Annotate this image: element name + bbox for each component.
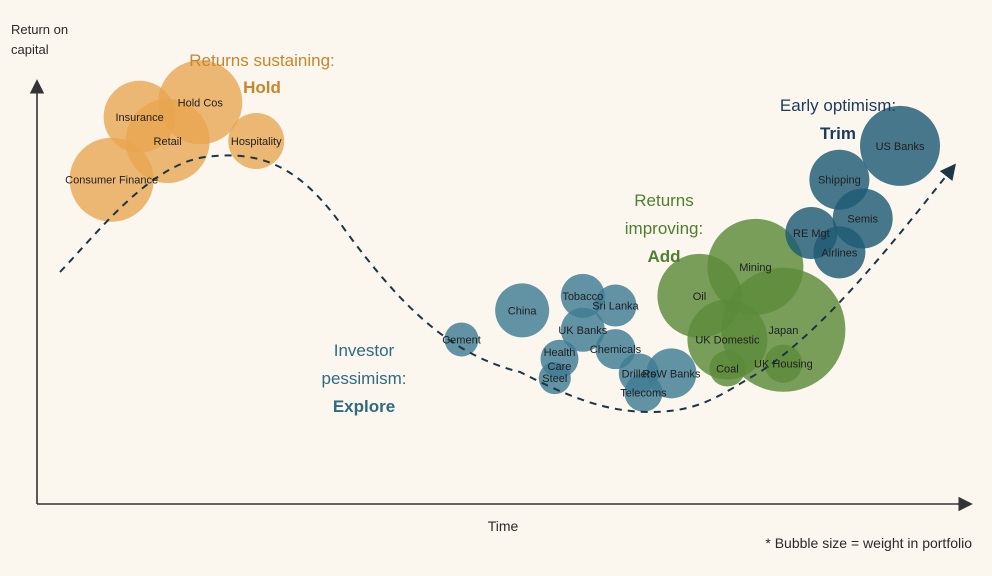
phase-add-line2: improving:	[625, 219, 703, 238]
bubble-airlines	[813, 226, 866, 279]
bubble-uk-banks	[560, 307, 605, 352]
bubble-label-consumer-finance: Consumer Finance	[65, 175, 158, 187]
bubble-uk-housing	[764, 344, 803, 383]
bubble-label-sri-lanka: Sri Lanka	[592, 301, 639, 313]
bubble-label-mining: Mining	[739, 262, 771, 274]
bubble-label-hold-cos: Hold Cos	[178, 97, 224, 109]
bubble-tobacco	[560, 273, 605, 318]
phase-hold-action: Hold	[243, 78, 281, 97]
phase-trim-action: Trim	[820, 124, 856, 143]
bubble-sri-lanka	[594, 284, 637, 327]
y-axis-label-line2: capital	[11, 42, 49, 57]
bubble-label-semis: Semis	[847, 213, 878, 225]
bubble-label-uk-banks: UK Banks	[558, 325, 607, 337]
bubble-japan	[721, 267, 846, 392]
bubble-label-hospitality: Hospitality	[231, 136, 282, 148]
bubbles	[69, 60, 941, 412]
bubble-label-insurance: Insurance	[115, 112, 163, 124]
bubble-label-oil: Oil	[693, 291, 706, 303]
bubble-label-retail: Retail	[154, 136, 182, 148]
bubble-label-japan: Japan	[768, 325, 798, 337]
bubble-label-tobacco: Tobacco	[562, 291, 603, 303]
bubble-label-row-banks: RoW Banks	[642, 368, 701, 380]
cycle-curve	[59, 154, 956, 414]
phase-explore-line1: Investor	[334, 341, 395, 360]
bubble-cement	[444, 322, 479, 357]
phase-add-line1: Returns	[634, 191, 694, 210]
bubble-label-coal: Coal	[716, 363, 739, 375]
bubble-label-uk-housing: UK Housing	[754, 359, 813, 371]
bubble-size-note: * Bubble size = weight in portfolio	[765, 535, 972, 551]
bubble-label-us-banks: US Banks	[876, 141, 925, 153]
y-axis-label-line1: Return on	[11, 22, 68, 37]
bubble-label-airlines: Airlines	[821, 247, 858, 259]
phase-labels: Returns sustaining: Hold Investor pessim…	[189, 51, 896, 416]
bubble-us-banks	[860, 105, 941, 186]
bubble-label-uk-domestic: UK Domestic	[695, 334, 760, 346]
bubble-telecoms	[624, 373, 663, 412]
bubble-labels: Consumer Finance Insurance Hold Cos Retail H…	[65, 97, 925, 399]
phase-trim-line1: Early optimism:	[780, 96, 896, 115]
bubble-label-shipping: Shipping	[818, 175, 861, 187]
bubble-china	[495, 283, 550, 338]
phase-add-action: Add	[647, 247, 680, 266]
axes	[29, 79, 973, 512]
x-axis-label: Time	[488, 518, 519, 534]
bubble-label-health-care-2: Care	[548, 361, 572, 373]
bubble-label-china: China	[508, 305, 538, 317]
bubble-label-chemicals: Chemicals	[590, 344, 642, 356]
bubble-label-health-care-1: Health	[544, 347, 576, 359]
bubble-hospitality	[228, 113, 285, 169]
phase-explore-action: Explore	[333, 397, 395, 416]
bubble-label-steel: Steel	[542, 373, 567, 385]
phase-explore-line2: pessimism:	[321, 369, 406, 388]
bubble-label-telecoms: Telecoms	[620, 388, 667, 400]
bubble-label-drillers: Drillers	[622, 368, 657, 380]
bubble-label-re-mgt: RE Mgt	[793, 228, 830, 240]
phase-hold-line1: Returns sustaining:	[189, 51, 335, 70]
bubble-coal	[709, 350, 746, 387]
bubble-label-cement: Cement	[442, 334, 481, 346]
